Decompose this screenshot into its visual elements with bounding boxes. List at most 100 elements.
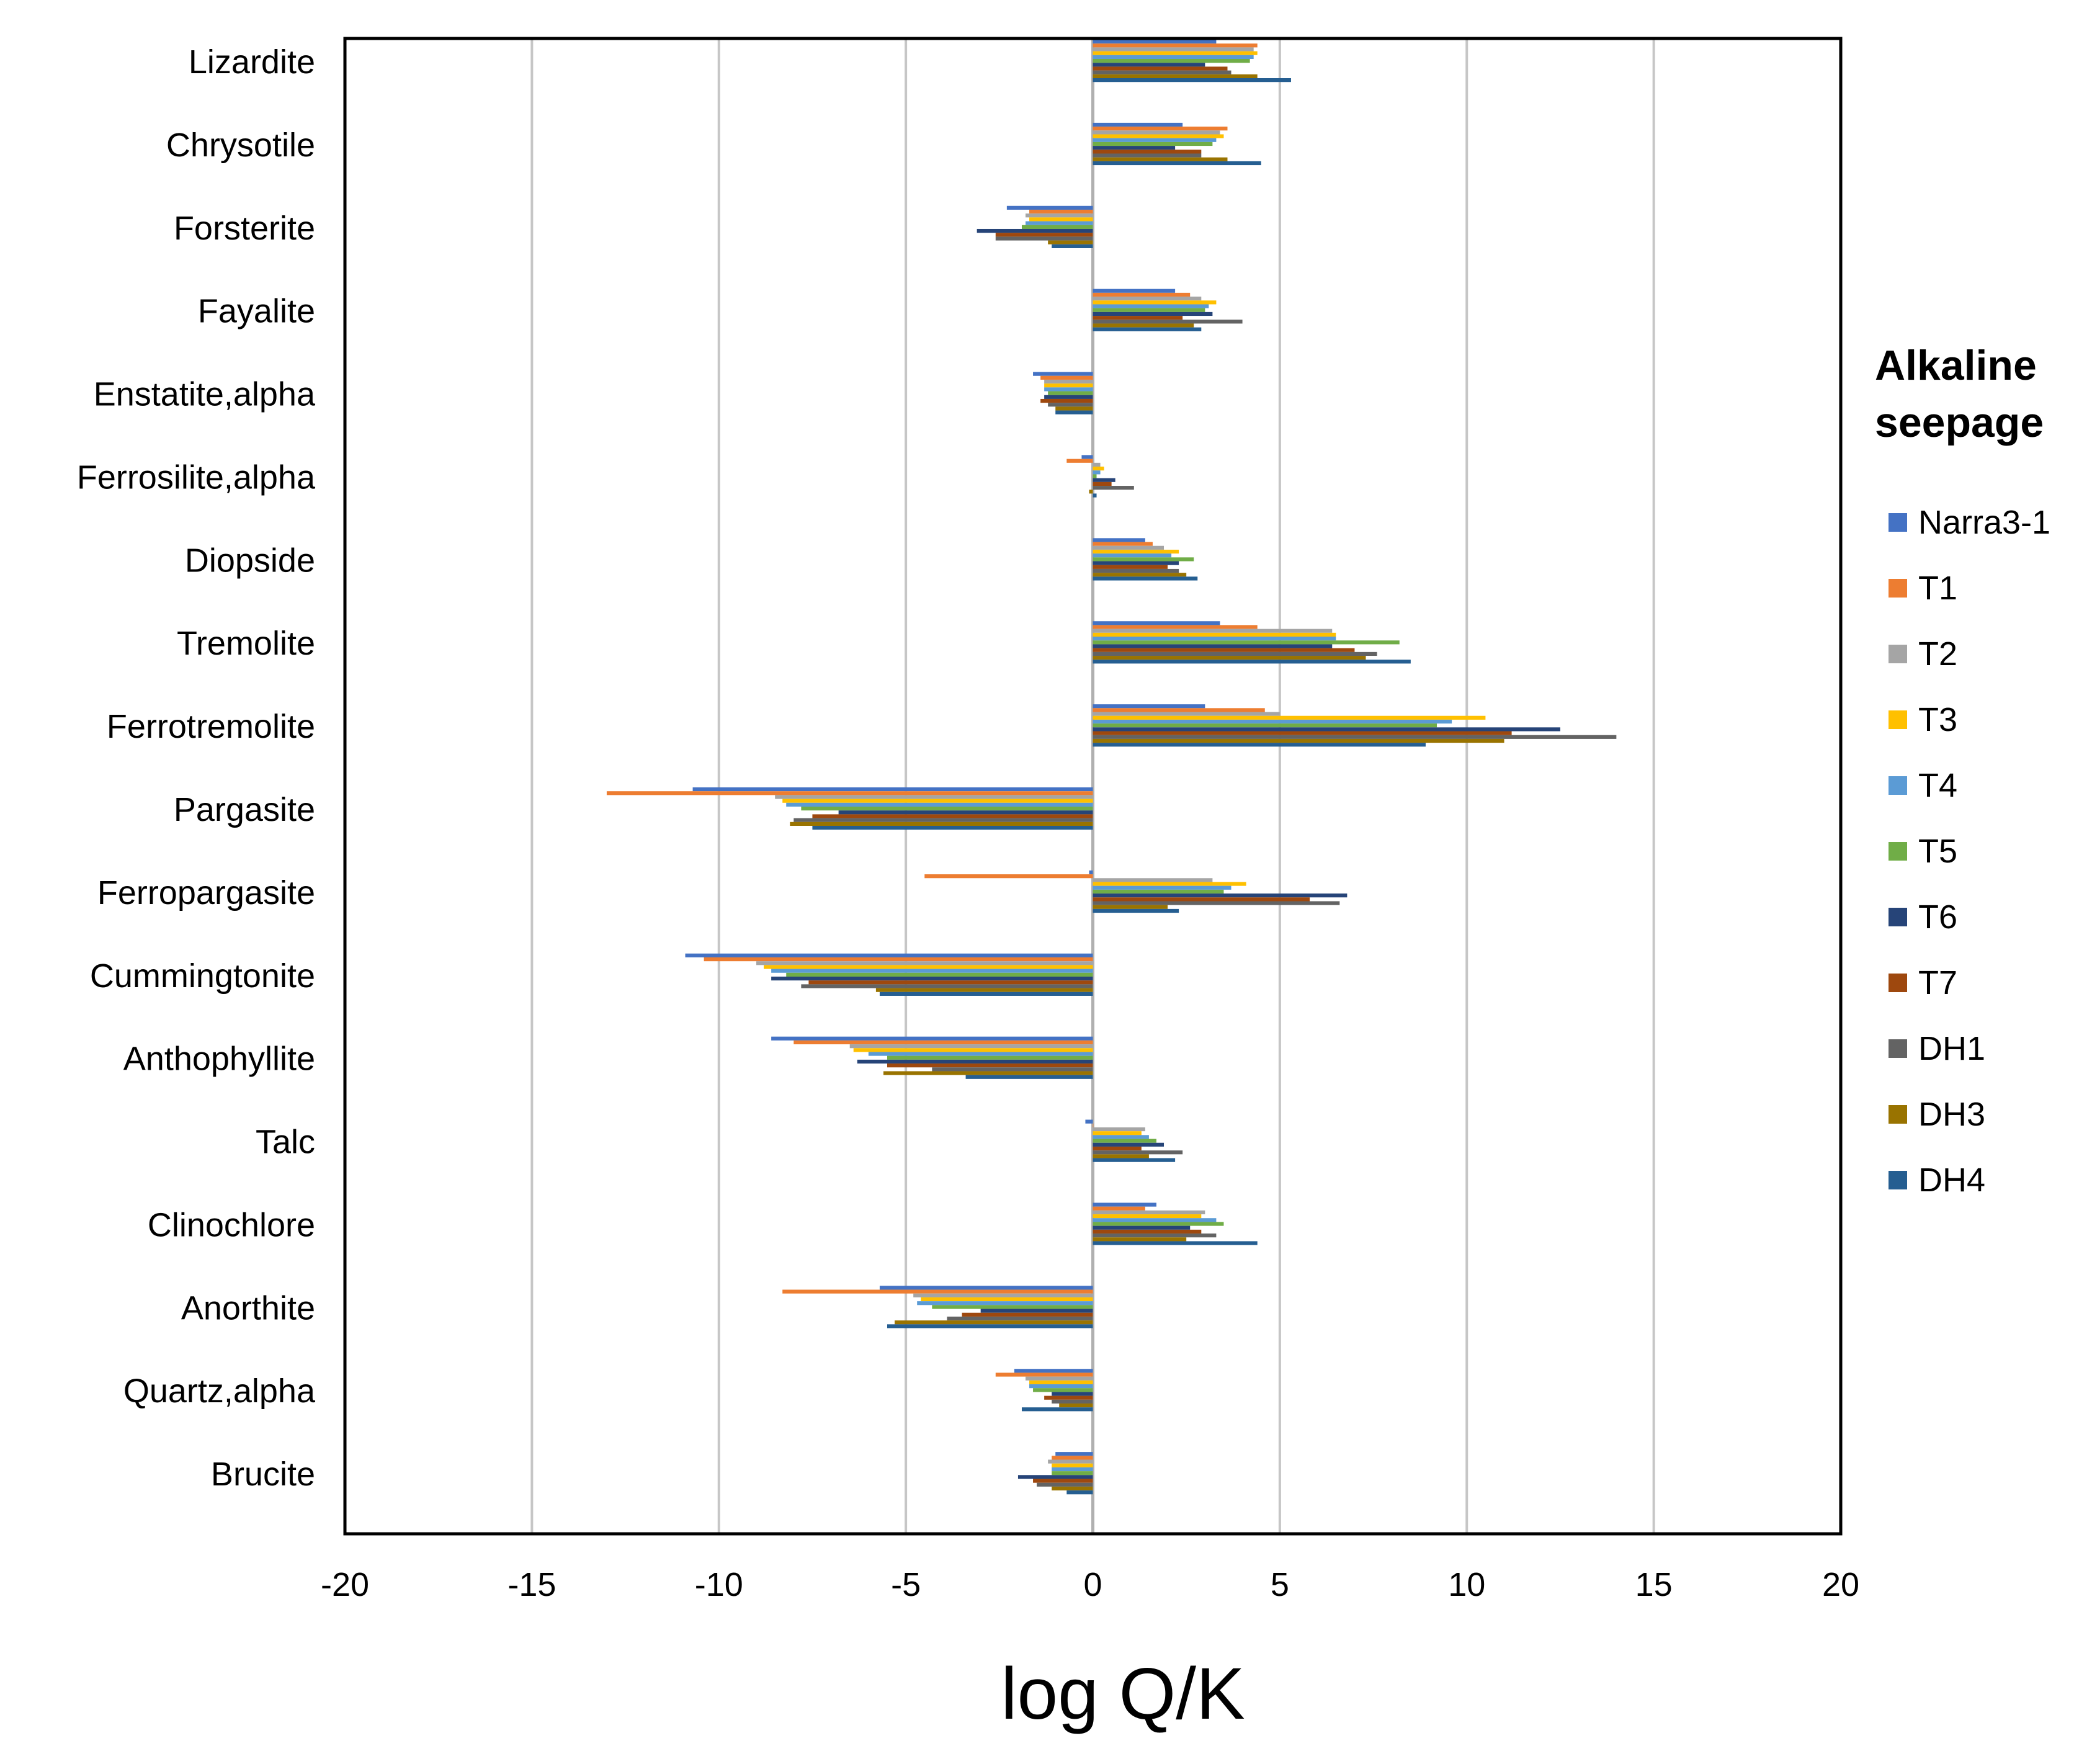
bar — [1093, 549, 1179, 554]
bar — [1093, 474, 1097, 478]
bar — [1093, 1202, 1156, 1207]
bar — [921, 1297, 1093, 1302]
legend-label: T3 — [1918, 701, 1957, 738]
legend-title: Alkaline — [1875, 342, 2037, 389]
bar — [838, 810, 1093, 815]
category-label: Tremolite — [177, 625, 315, 662]
x-tick-label: 20 — [1822, 1566, 1859, 1603]
bar — [1093, 308, 1205, 312]
bar — [1033, 1388, 1093, 1392]
bar — [1085, 1119, 1093, 1124]
bar — [1093, 568, 1179, 573]
bar — [1093, 320, 1243, 324]
bar — [1093, 327, 1202, 331]
bar — [1093, 708, 1265, 712]
bar — [1026, 221, 1093, 225]
category-label: Anthophyllite — [123, 1041, 315, 1078]
category-label: Diopside — [185, 542, 315, 579]
legend-swatch — [1889, 710, 1907, 729]
bar — [771, 976, 1093, 981]
bar — [1052, 1471, 1093, 1475]
bar — [1048, 391, 1093, 395]
bar — [1093, 656, 1366, 660]
bar — [1093, 743, 1426, 747]
bar — [1093, 1222, 1224, 1226]
legend-label: T7 — [1918, 964, 1957, 1001]
bar-group-forsterite — [977, 205, 1093, 248]
x-tick-label: 5 — [1271, 1566, 1289, 1603]
bar — [1093, 161, 1261, 166]
bar — [1093, 545, 1164, 550]
bar — [1066, 1490, 1093, 1495]
bar — [1093, 1225, 1191, 1230]
bar — [1093, 632, 1336, 637]
x-tick-labels: -20 -15 -10 -5 0 5 10 15 20 — [321, 1566, 1859, 1603]
bar-group-diopside — [1093, 538, 1198, 581]
bar — [1093, 127, 1228, 131]
bar-group-ferrotremolite — [1093, 704, 1617, 747]
bar — [1093, 51, 1258, 55]
plot-area-frame — [343, 37, 1843, 1536]
bar-group-enstatite-alpha — [1033, 372, 1093, 414]
grid-layer — [530, 38, 1655, 1534]
bar — [1093, 43, 1258, 48]
bar — [1093, 651, 1377, 656]
bar — [1052, 1456, 1093, 1460]
bar — [1093, 561, 1179, 565]
bar-group-chrysotile — [1093, 122, 1261, 166]
bar — [1093, 141, 1213, 146]
x-tick-label: -10 — [695, 1566, 743, 1603]
bar — [1093, 146, 1176, 150]
bar — [1093, 1233, 1217, 1238]
bar — [1029, 209, 1093, 214]
bar — [1044, 395, 1093, 399]
bar — [1093, 1150, 1183, 1155]
bar-group-fayalite — [1093, 289, 1243, 331]
bar — [1093, 74, 1258, 78]
bar — [1093, 1218, 1217, 1222]
bar — [1066, 459, 1093, 463]
bar — [1093, 573, 1187, 577]
bar — [775, 795, 1093, 799]
legend-label: T5 — [1918, 833, 1957, 870]
legend-swatch — [1889, 908, 1907, 926]
bar — [1093, 885, 1232, 890]
bar — [1093, 727, 1560, 732]
legend-label: Narra3-1 — [1918, 504, 2050, 541]
bar — [756, 961, 1093, 965]
bar — [1093, 1142, 1164, 1147]
bar — [1052, 1463, 1093, 1467]
bar — [1093, 882, 1246, 886]
bar — [1093, 55, 1254, 59]
bar — [1093, 565, 1168, 569]
bar — [962, 1312, 1093, 1317]
bar — [1093, 470, 1101, 475]
bar — [1093, 40, 1217, 44]
bars-layer — [606, 40, 1617, 1495]
bar — [1093, 467, 1104, 471]
bar — [1055, 1452, 1093, 1456]
category-label: Clinochlore — [148, 1206, 315, 1243]
bar — [947, 1316, 1093, 1321]
bar — [1093, 138, 1217, 142]
category-label: Ferrotremolite — [107, 708, 315, 745]
bar — [1093, 481, 1112, 486]
bar-group-anorthite — [782, 1286, 1093, 1328]
bar — [1093, 1123, 1094, 1127]
bar — [1093, 1206, 1145, 1211]
bar — [1093, 621, 1220, 625]
bar — [786, 972, 1093, 977]
bar — [1093, 59, 1250, 63]
bar — [887, 1063, 1093, 1068]
legend-label: DH4 — [1918, 1162, 1985, 1199]
x-tick-label: -15 — [507, 1566, 556, 1603]
bar — [857, 1059, 1093, 1064]
bar — [932, 1305, 1093, 1309]
bar — [786, 802, 1093, 807]
bar — [868, 1052, 1093, 1056]
bar — [1093, 553, 1172, 558]
bar — [1044, 1395, 1093, 1400]
bar — [1093, 1237, 1187, 1242]
